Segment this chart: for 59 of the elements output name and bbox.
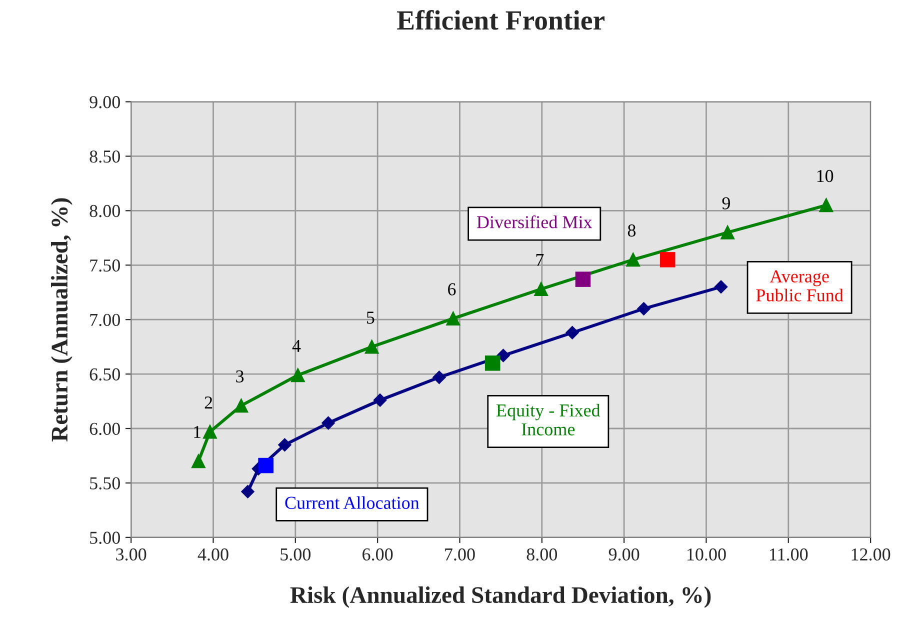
point: [637, 302, 650, 316]
annotation: 1: [194, 426, 200, 438]
annotation: 7: [536, 254, 544, 266]
annotation: 10: [817, 170, 834, 182]
x-tick-label: 10.00: [688, 548, 726, 561]
point: [192, 454, 206, 468]
x-tick-label: 9.00: [608, 548, 640, 561]
point: [534, 282, 548, 296]
y-tick-label: 6.50: [90, 368, 120, 381]
point: [432, 370, 446, 384]
point: [484, 356, 500, 371]
point: [660, 252, 676, 268]
text: Average Public Fund: [756, 270, 844, 302]
point: [720, 226, 735, 240]
y-tick-label: 5.00: [90, 532, 120, 544]
point: [373, 394, 387, 407]
point: [234, 398, 248, 413]
x-tick-label: 8.00: [526, 548, 558, 561]
x-axis-title: Risk (Annualized Standard Deviation, %): [290, 586, 711, 608]
annotation: 4: [292, 340, 301, 352]
series-label: Current Allocation: [285, 496, 420, 509]
y-tick-label: 8.50: [90, 150, 120, 163]
y-tick-label: 8.00: [90, 204, 120, 218]
point: [203, 424, 217, 439]
annotation: 3: [236, 370, 244, 383]
x-tick-label: 12.00: [852, 548, 890, 561]
chart-title: Efficient Frontier: [397, 10, 604, 30]
point: [278, 438, 292, 452]
point: [714, 280, 728, 294]
x-tick-label: 3.00: [116, 548, 146, 561]
text: Diversified Mix: [476, 215, 592, 228]
annotation: 9: [722, 197, 730, 210]
x-tick-label: 7.00: [445, 548, 475, 561]
y-tick-label: 9.00: [90, 96, 120, 108]
x-tick-label: 5.00: [280, 548, 311, 561]
annotation: 8: [628, 224, 636, 237]
point: [322, 416, 335, 430]
series-label: Equity - Fixed Income: [496, 404, 600, 436]
x-tick-label: 6.00: [362, 548, 393, 561]
point: [446, 312, 460, 326]
y-tick-label: 6.00: [90, 422, 120, 436]
annotation: 6: [448, 283, 456, 296]
annotation: 2: [204, 396, 212, 408]
y-tick-label: 5.50: [90, 477, 120, 490]
y-tick-label: 7.00: [90, 314, 120, 326]
point: [566, 326, 579, 340]
annotation: 5: [366, 312, 374, 324]
point: [241, 485, 254, 498]
point: [290, 368, 305, 382]
y-axis-title: Return (Annualized, %): [50, 198, 72, 442]
point: [626, 252, 640, 267]
x-tick-label: 4.00: [198, 548, 228, 561]
y-tick-label: 7.50: [90, 259, 120, 272]
x-tick-label: 11.00: [770, 548, 808, 561]
point: [819, 198, 834, 212]
point: [496, 348, 510, 362]
point: [364, 340, 379, 354]
point: [575, 272, 591, 287]
point: [258, 458, 274, 474]
